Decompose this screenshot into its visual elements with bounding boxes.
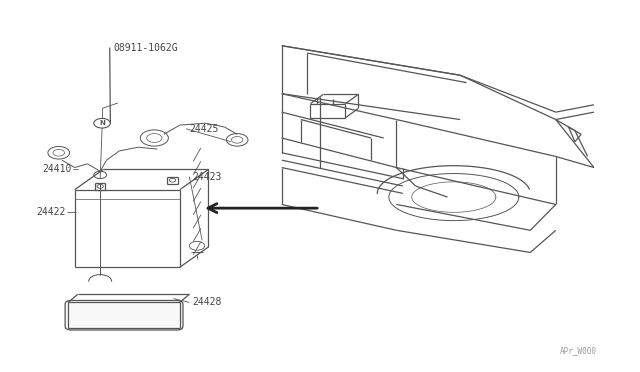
Text: APr_W000: APr_W000 [560,346,597,355]
Text: 24422: 24422 [36,207,66,217]
Text: N: N [99,120,105,126]
Text: 08911-1062G: 08911-1062G [113,42,177,52]
FancyBboxPatch shape [65,301,183,330]
Text: 24425: 24425 [189,124,219,134]
Text: 24410: 24410 [43,164,72,174]
Text: 24428: 24428 [193,297,222,307]
Text: 24423: 24423 [193,172,222,182]
